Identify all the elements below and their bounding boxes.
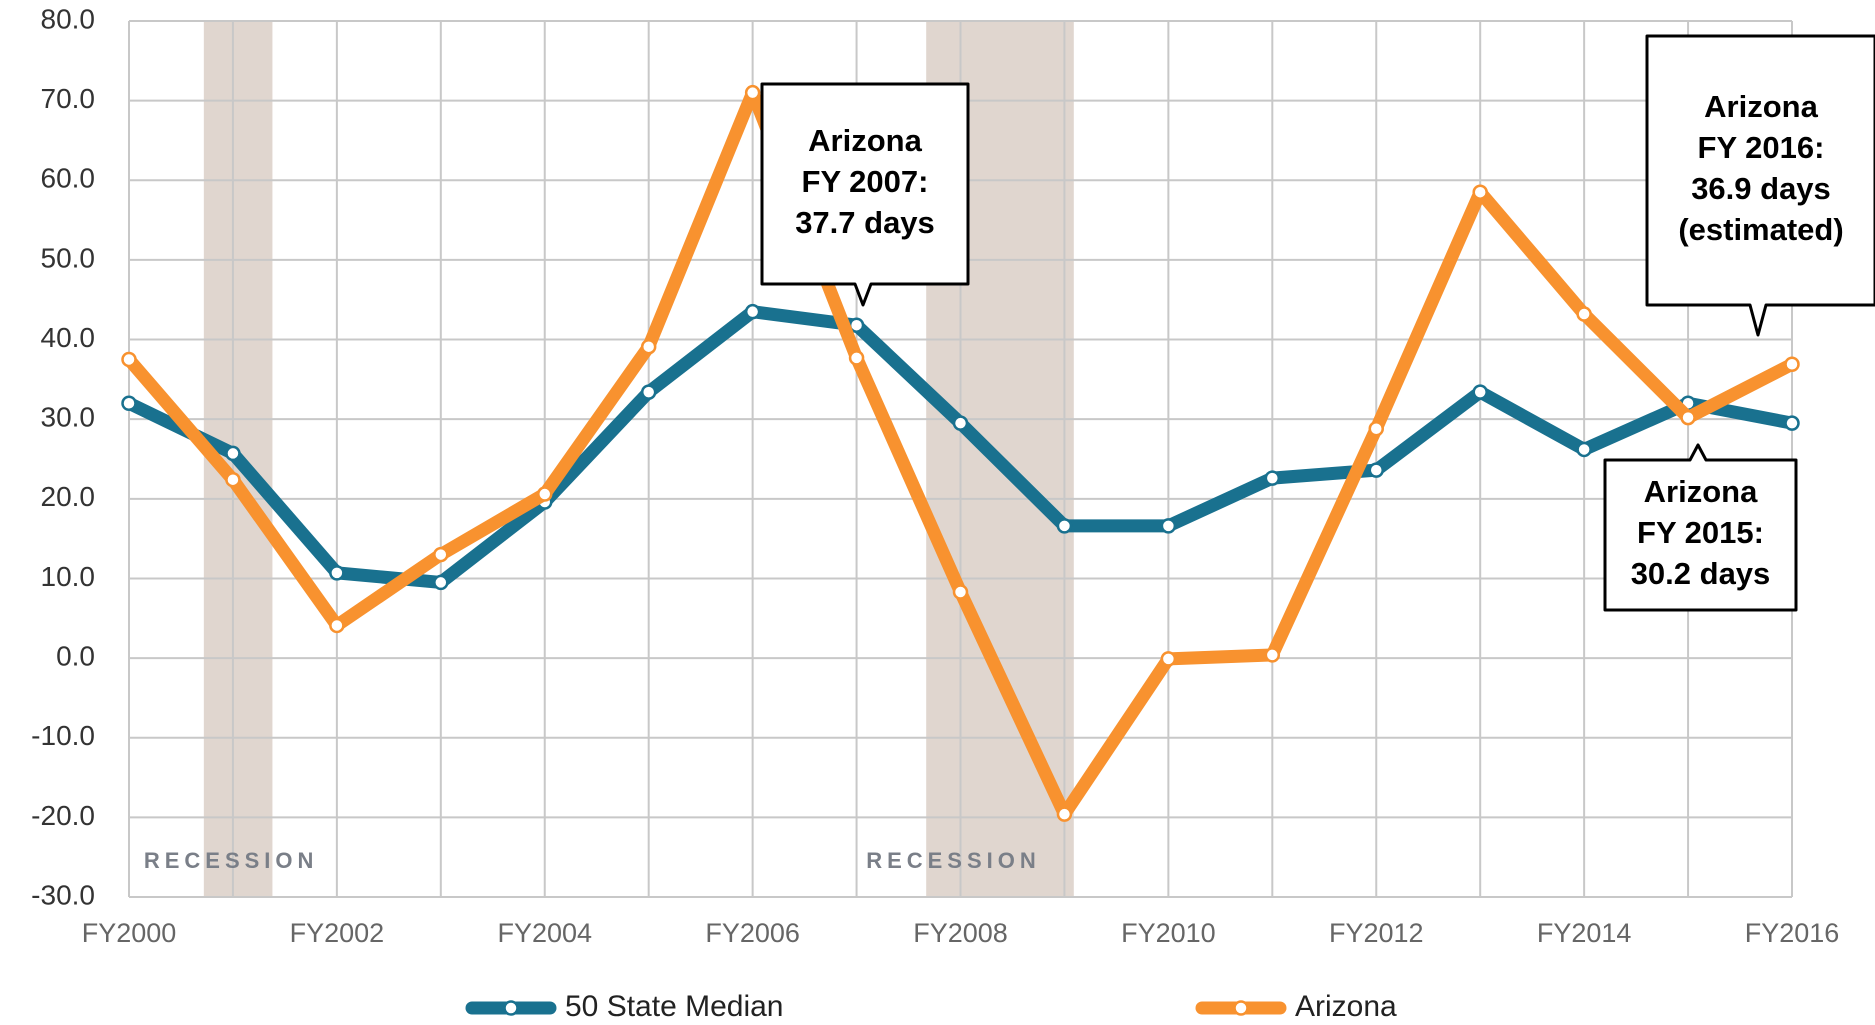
callout-text: (estimated)	[1678, 212, 1843, 247]
point	[433, 574, 449, 591]
point	[744, 303, 761, 320]
point	[225, 471, 241, 488]
point	[744, 84, 761, 101]
x-tick-label: FY2016	[1745, 918, 1840, 948]
recession-label: RECESSION	[866, 848, 1041, 873]
x-tick-label: FY2014	[1537, 918, 1632, 948]
y-tick-label: 30.0	[41, 402, 96, 433]
y-tick-label: -10.0	[31, 720, 95, 751]
y-tick-label: 40.0	[41, 322, 96, 353]
point	[1160, 651, 1177, 667]
y-tick-label: 80.0	[41, 3, 96, 34]
point	[1784, 415, 1800, 431]
point	[640, 384, 657, 400]
point	[1784, 356, 1800, 372]
x-tick-label: FY2002	[290, 918, 385, 948]
y-tick-label: -30.0	[31, 879, 95, 910]
point	[121, 351, 137, 368]
callout-text: FY 2016:	[1698, 130, 1825, 165]
point	[1160, 518, 1177, 534]
recession-label: RECESSION	[144, 848, 319, 873]
legend-label: 50 State Median	[565, 990, 783, 1023]
point	[1368, 420, 1384, 437]
legend-label: Arizona	[1295, 990, 1397, 1023]
point	[952, 584, 969, 600]
callout-box	[760, 82, 970, 307]
x-tick-label: FY2010	[1121, 918, 1216, 948]
y-tick-label: 70.0	[41, 83, 96, 114]
point	[1576, 441, 1592, 458]
callout-text: 36.9 days	[1691, 171, 1831, 206]
point	[1264, 647, 1281, 663]
callout-text: Arizona	[1704, 89, 1818, 124]
point	[537, 486, 553, 502]
point	[1472, 184, 1488, 200]
point	[1576, 306, 1592, 322]
callout-text: 30.2 days	[1631, 556, 1771, 591]
callout-text: Arizona	[1644, 474, 1758, 509]
y-tick-label: 60.0	[41, 163, 96, 194]
callout-text: Arizona	[808, 123, 922, 158]
x-tick-label: FY2006	[705, 918, 800, 948]
callout-text: FY 2015:	[1637, 515, 1764, 550]
point	[121, 395, 137, 412]
x-tick-label: FY2004	[497, 918, 592, 948]
y-tick-label: 0.0	[56, 640, 95, 671]
point	[329, 617, 345, 634]
callout-text: 37.7 days	[795, 205, 935, 240]
point	[1472, 384, 1488, 400]
callout-text: FY 2007:	[802, 164, 929, 199]
point	[1368, 462, 1384, 478]
point	[640, 338, 657, 355]
x-tick-label: FY2008	[913, 918, 1008, 948]
callout-box	[1603, 443, 1798, 612]
point	[1680, 409, 1696, 426]
legend-marker	[1233, 1000, 1249, 1016]
point	[1056, 518, 1073, 534]
x-tick-label: FY2000	[82, 918, 177, 948]
y-tick-label: 10.0	[41, 561, 96, 592]
point	[329, 565, 345, 581]
point	[1056, 806, 1073, 822]
y-tick-label: 20.0	[41, 481, 96, 512]
point	[1264, 470, 1281, 486]
point	[848, 350, 865, 366]
callout-box	[1645, 34, 1875, 337]
point	[433, 546, 449, 563]
legend-marker	[503, 1000, 519, 1016]
y-tick-label: -20.0	[31, 800, 95, 831]
point	[952, 415, 969, 431]
point	[225, 445, 241, 462]
y-tick-label: 50.0	[41, 242, 96, 273]
x-tick-label: FY2012	[1329, 918, 1424, 948]
